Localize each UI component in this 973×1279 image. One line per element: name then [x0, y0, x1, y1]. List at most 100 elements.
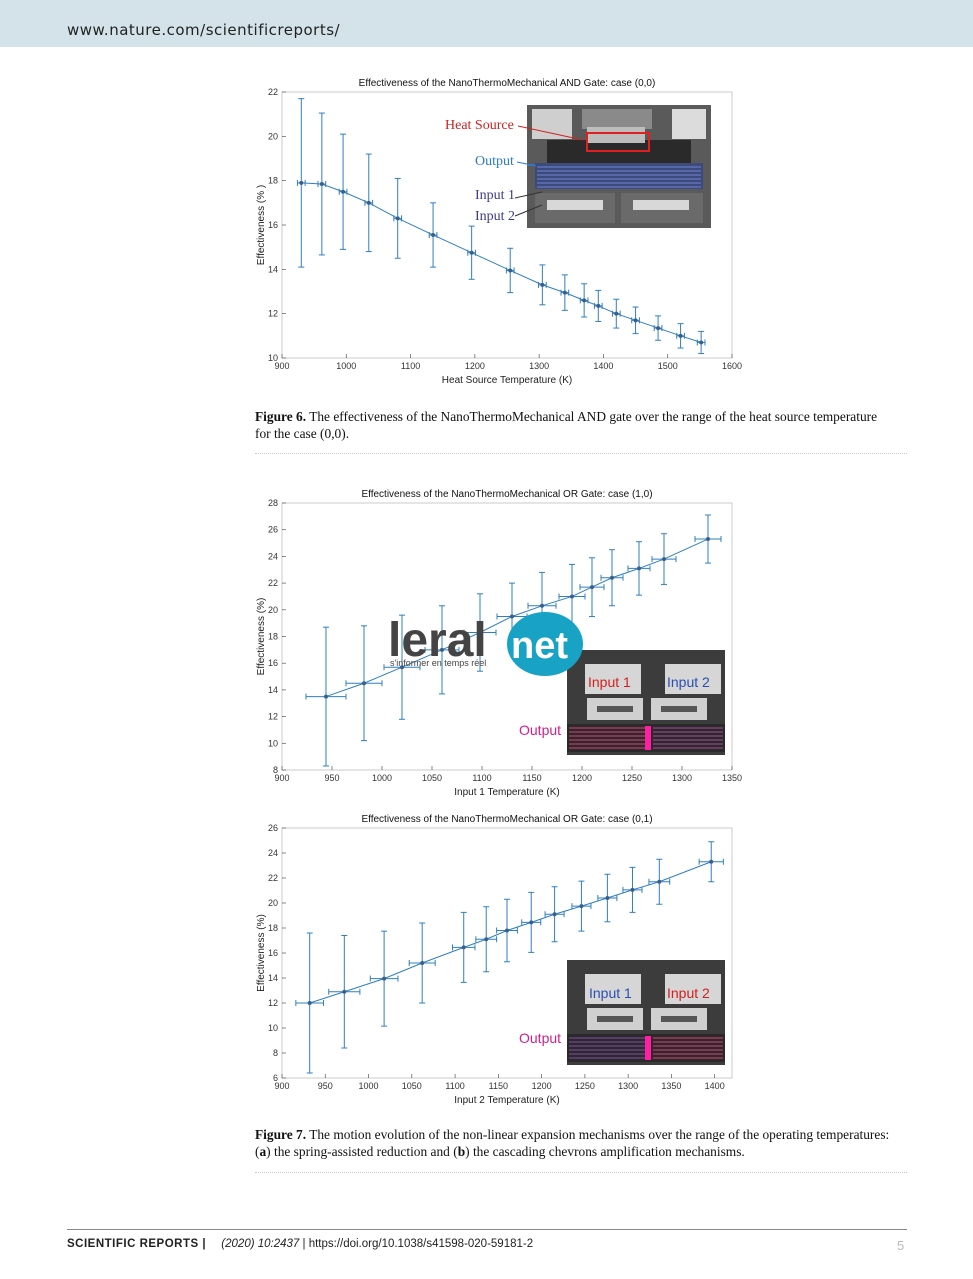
data-point	[656, 326, 661, 331]
data-point	[529, 920, 534, 925]
figure7-label: Figure 7.	[255, 1127, 307, 1142]
x-tick-label: 900	[274, 773, 289, 783]
data-point	[508, 268, 513, 273]
x-tick-label: 1050	[422, 773, 442, 783]
data-point	[699, 340, 704, 345]
data-point	[590, 585, 594, 590]
y-tick-label: 16	[268, 658, 278, 668]
data-point	[400, 665, 404, 670]
y-tick-label: 18	[268, 923, 278, 933]
y-tick-label: 26	[268, 823, 278, 833]
data-point	[582, 298, 587, 303]
x-tick-label: 950	[324, 773, 339, 783]
footer-rule	[67, 1229, 907, 1230]
separator	[255, 453, 907, 454]
x-axis-label: Input 2 Temperature (K)	[454, 1095, 559, 1106]
x-tick-label: 1150	[522, 773, 541, 783]
figure7a-chart: 900 950 1000 1050 1100 1150 1200 1250 1300 1350 8 1…	[256, 489, 742, 798]
data-point	[440, 647, 444, 652]
y-tick-label: 8	[273, 765, 278, 775]
x-tick-label: 1300	[529, 361, 549, 371]
x-tick-label: 1000	[359, 1081, 379, 1091]
data-point	[570, 594, 574, 599]
y-tick-label: 8	[273, 1048, 278, 1058]
data-point	[484, 937, 489, 942]
data-point	[319, 181, 324, 186]
figure7-caption-post: ) the cascading chevrons amplification m…	[465, 1143, 745, 1159]
journal-header-bar: www.nature.com/scientificreports/	[0, 0, 973, 47]
x-tick-label: 1100	[445, 1081, 464, 1091]
figure6-device-image	[527, 105, 711, 228]
chart-title: Effectiveness of the NanoThermoMechanica…	[359, 78, 656, 89]
inset7a-label-output: Output	[519, 722, 562, 738]
figure7b-chart: 900 950 1000 1050 1100 1150 1200 1250 1300 1350 14…	[256, 814, 733, 1106]
y-axis-label: Effectiveness (%)	[256, 914, 267, 992]
y-tick-label: 24	[268, 551, 278, 561]
figure7a-device-image	[567, 650, 725, 755]
watermark-brand-suffix: net	[511, 625, 568, 667]
inset-label-input1: Input 1	[475, 188, 516, 203]
inset7a-label-input1: Input 1	[588, 674, 631, 690]
x-tick-label: 1600	[722, 361, 742, 371]
inset-label-input2: Input 2	[475, 209, 516, 224]
x-tick-label: 1300	[672, 773, 692, 783]
y-tick-label: 22	[268, 578, 278, 588]
y-tick-label: 16	[268, 948, 278, 958]
chart-title: Effectiveness of the NanoThermoMechanica…	[361, 489, 652, 500]
x-tick-label: 1000	[336, 361, 356, 371]
data-point	[709, 859, 714, 864]
data-point	[637, 566, 641, 571]
data-point	[420, 961, 425, 965]
data-point	[461, 945, 466, 950]
y-tick-label: 10	[268, 1023, 278, 1033]
data-point	[324, 694, 328, 699]
figure7-caption-a: a	[259, 1143, 267, 1159]
y-axis-label: Effectiveness (%)	[256, 598, 267, 676]
x-axis-label: Input 1 Temperature (K)	[454, 787, 559, 798]
x-tick-label: 1400	[593, 361, 613, 371]
y-tick-label: 26	[268, 525, 278, 535]
inset7b-label-output: Output	[519, 1030, 562, 1046]
x-tick-label: 1300	[618, 1081, 638, 1091]
data-point	[478, 630, 482, 635]
x-tick-label: 950	[318, 1081, 333, 1091]
x-tick-label: 1150	[489, 1081, 508, 1091]
figure7b-device-image	[567, 960, 725, 1065]
y-tick-label: 6	[273, 1073, 278, 1083]
inset-label-output: Output	[475, 154, 514, 169]
y-tick-label: 10	[268, 738, 278, 748]
inset7b-label-input1: Input 1	[589, 985, 632, 1001]
separator	[255, 1172, 907, 1173]
y-tick-label: 16	[268, 220, 278, 230]
leral-watermark: leral net s'informer en temps réel	[388, 610, 588, 680]
y-tick-label: 22	[268, 87, 278, 97]
footer-doi[interactable]: | https://doi.org/10.1038/s41598-020-591…	[302, 1238, 534, 1250]
figure7-caption-b: b	[457, 1143, 466, 1159]
data-point	[299, 180, 304, 185]
data-point	[540, 603, 544, 608]
inset-label-heat-source: Heat Source	[445, 118, 514, 133]
x-tick-label: 1250	[622, 773, 642, 783]
data-point	[552, 912, 557, 917]
inset7a-label-input2: Input 2	[667, 674, 710, 690]
journal-url[interactable]: www.nature.com/scientificreports/	[67, 21, 341, 39]
y-tick-label: 24	[268, 848, 278, 858]
inset7b-label-input2: Input 2	[667, 985, 710, 1001]
figure7-caption-mid: ) the spring-assisted reduction and (	[266, 1143, 458, 1159]
y-tick-label: 12	[268, 712, 278, 722]
x-tick-label: 1350	[722, 773, 742, 783]
data-point	[630, 887, 635, 892]
y-tick-label: 12	[268, 998, 278, 1008]
watermark-tagline: s'informer en temps réel	[390, 658, 486, 668]
data-point	[362, 681, 366, 686]
data-point	[596, 303, 601, 308]
figure6-label: Figure 6.	[255, 409, 307, 424]
series-line	[309, 861, 712, 1004]
x-tick-label: 900	[274, 1081, 289, 1091]
data-point	[366, 200, 371, 205]
figure6-caption-text: The effectiveness of the NanoThermoMecha…	[255, 409, 878, 441]
data-point	[540, 282, 545, 287]
data-point	[614, 311, 619, 316]
data-point	[562, 290, 567, 295]
page-number: 5	[897, 1238, 905, 1253]
